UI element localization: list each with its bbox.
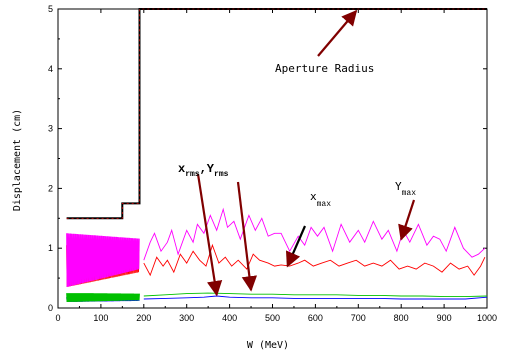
- x-axis-ticks: 0 100 200 300 400 500 600 700 800 900 1000: [55, 9, 497, 323]
- aperture-radius-overlay: [66, 8, 487, 219]
- rms-label: xrms,Yrms: [178, 162, 229, 179]
- x-tick-label-800: 800: [394, 313, 409, 323]
- arrow-aperture-radius: [317, 9, 358, 57]
- series-line-ymax: [143, 207, 486, 261]
- xrms-oscillation: [66, 293, 140, 303]
- series-line-xmax: [143, 243, 486, 277]
- x-tick-label-500: 500: [265, 313, 280, 323]
- y-tick-label-5: 5: [48, 4, 53, 14]
- x-axis-label: W (MeV): [247, 340, 289, 351]
- x-tick-label-300: 300: [179, 313, 194, 323]
- low-energy-oscillation-band: [66, 233, 140, 303]
- x-tick-label-1000: 1000: [477, 313, 497, 323]
- arrow-ymax: [398, 199, 416, 241]
- x-tick-label-700: 700: [351, 313, 366, 323]
- ymax-oscillation: [66, 233, 140, 288]
- arrow-rms-2: [236, 181, 258, 292]
- x-tick-label-100: 100: [93, 313, 108, 323]
- x-tick-label-900: 900: [437, 313, 452, 323]
- x-tick-label-600: 600: [308, 313, 323, 323]
- annotation-arrows: [196, 9, 416, 297]
- y-axis-label: Displacement (cm): [12, 109, 23, 211]
- y-tick-label-2: 2: [48, 183, 53, 193]
- y-tick-label-4: 4: [48, 64, 53, 74]
- y-tick-label-3: 3: [48, 124, 53, 134]
- xmax-label: xmax: [310, 190, 331, 209]
- series-line-aperture-radius: [66, 8, 487, 220]
- series-line-yrms: [143, 295, 488, 300]
- arrow-xmax: [285, 225, 307, 268]
- aperture-radius-label: Aperture Radius: [275, 62, 374, 75]
- y-tick-label-0: 0: [48, 303, 53, 313]
- series-line-xrms: [143, 292, 488, 298]
- x-tick-label-200: 200: [136, 313, 151, 323]
- x-tick-label-0: 0: [55, 313, 60, 323]
- y-tick-label-1: 1: [48, 243, 53, 253]
- arrow-rms-1: [196, 173, 223, 297]
- ymax-label: Ymax: [395, 180, 416, 198]
- x-tick-label-400: 400: [222, 313, 237, 323]
